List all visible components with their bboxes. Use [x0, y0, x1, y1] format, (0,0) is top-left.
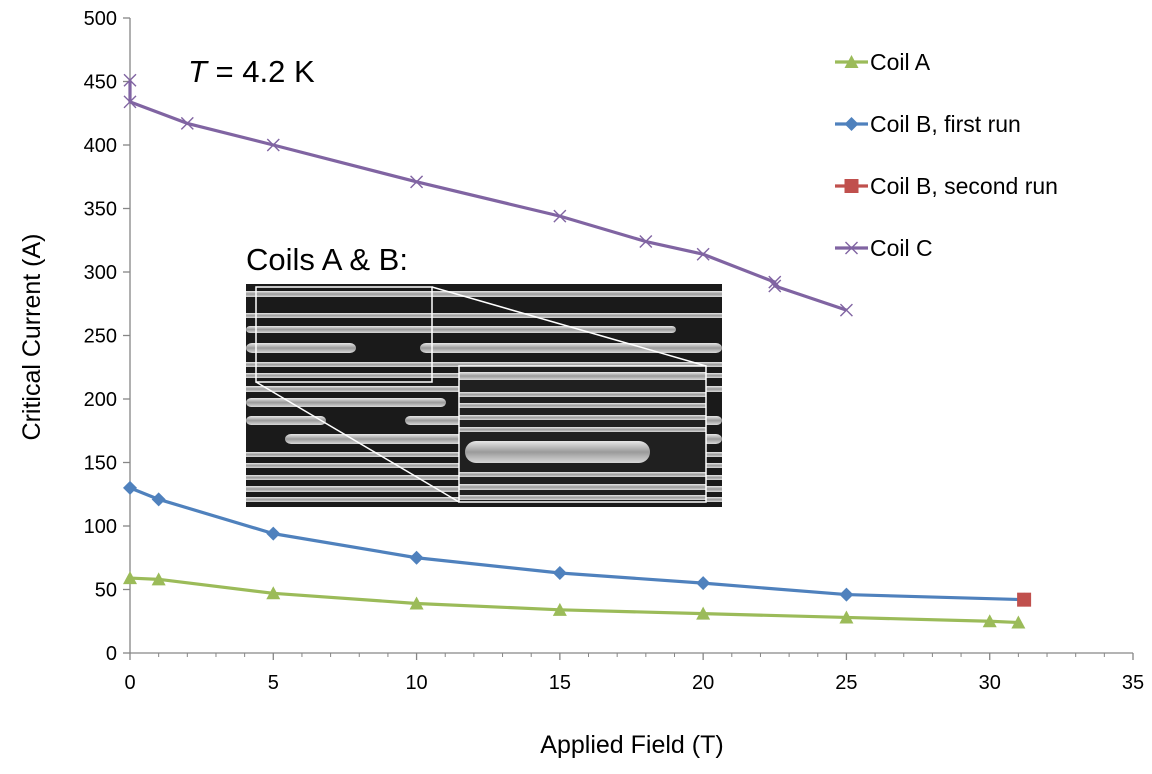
data-point	[552, 602, 567, 616]
data-point	[839, 610, 854, 624]
y-tick-label: 350	[84, 199, 117, 221]
data-point	[151, 492, 166, 507]
data-point	[409, 550, 424, 565]
legend-label: Coil B, second run	[870, 173, 1058, 199]
x-tick-label: 25	[835, 672, 857, 694]
legend: Coil A Coil B, first run Coil B, second ru…	[835, 49, 1058, 261]
legend-label: Coil B, first run	[870, 111, 1021, 137]
y-tick-label: 0	[106, 643, 117, 665]
series-1	[123, 571, 1026, 629]
data-point	[696, 606, 711, 620]
series-4	[123, 73, 853, 317]
legend-swatch-marker	[844, 179, 859, 193]
data-point	[768, 279, 782, 293]
y-tick-label: 200	[84, 389, 117, 411]
data-point	[409, 596, 424, 610]
data-point	[982, 614, 997, 628]
data-point	[839, 587, 854, 602]
series-3	[1017, 592, 1032, 607]
data-point	[266, 526, 281, 541]
series-line	[129, 576, 1019, 625]
data-point	[1011, 615, 1026, 629]
legend-swatch-marker	[844, 55, 859, 68]
y-tick-label: 400	[84, 135, 117, 157]
inset-label: Coils A & B:	[246, 242, 408, 277]
y-axis-title: Critical Current (A)	[18, 234, 46, 441]
x-tick-label: 30	[979, 672, 1001, 694]
data-point	[123, 95, 137, 109]
data-point	[123, 480, 137, 495]
y-tick-label: 500	[84, 8, 117, 30]
data-point	[410, 175, 424, 189]
data-point	[1017, 592, 1032, 607]
series-layer	[123, 73, 1032, 629]
data-point	[839, 303, 853, 317]
data-point	[696, 247, 710, 261]
y-tick-label: 150	[84, 453, 117, 475]
data-point	[768, 275, 782, 289]
y-tick-label: 450	[84, 72, 117, 94]
y-tick-label: 100	[84, 516, 117, 538]
data-point	[123, 73, 137, 87]
series-line	[129, 486, 1025, 602]
inset-micrograph	[246, 284, 722, 507]
x-tick-label: 0	[124, 672, 135, 694]
x-tick-label: 35	[1122, 672, 1144, 694]
y-tick-label: 300	[84, 262, 117, 284]
legend-label: Coil C	[870, 235, 933, 261]
series-2	[123, 480, 1032, 607]
x-tick-label: 20	[692, 672, 714, 694]
data-point	[266, 138, 280, 152]
y-tick-label: 50	[95, 580, 117, 602]
y-tick-label: 250	[84, 326, 117, 348]
x-tick-label: 10	[405, 672, 427, 694]
series-line	[128, 80, 847, 312]
data-point	[553, 209, 567, 223]
data-point	[123, 571, 137, 585]
temperature-value: = 4.2 K	[207, 54, 315, 89]
legend-item: Coil C	[835, 235, 933, 261]
data-point	[151, 572, 166, 586]
x-tick-label: 5	[268, 672, 279, 694]
data-point	[639, 235, 653, 249]
temperature-annotation: T = 4.2 K	[188, 54, 315, 89]
x-tick-label: 15	[549, 672, 571, 694]
tick-labels: 0 50 100 150 200 250 300 350 400 450 500 0 5 10 15 20 25…	[84, 8, 1145, 694]
legend-swatch-marker	[844, 117, 859, 131]
legend-swatch-marker	[845, 241, 858, 255]
x-axis-title: Applied Field (T)	[540, 731, 723, 759]
data-point	[266, 586, 281, 600]
axes	[123, 17, 1134, 660]
data-point	[696, 576, 711, 591]
legend-label: Coil A	[870, 49, 931, 75]
temperature-variable: T	[188, 54, 209, 89]
legend-item: Coil B, first run	[835, 111, 1021, 137]
data-point	[552, 565, 567, 580]
data-point	[180, 116, 194, 130]
legend-item: Coil A	[835, 49, 931, 75]
legend-item: Coil B, second run	[835, 173, 1058, 199]
